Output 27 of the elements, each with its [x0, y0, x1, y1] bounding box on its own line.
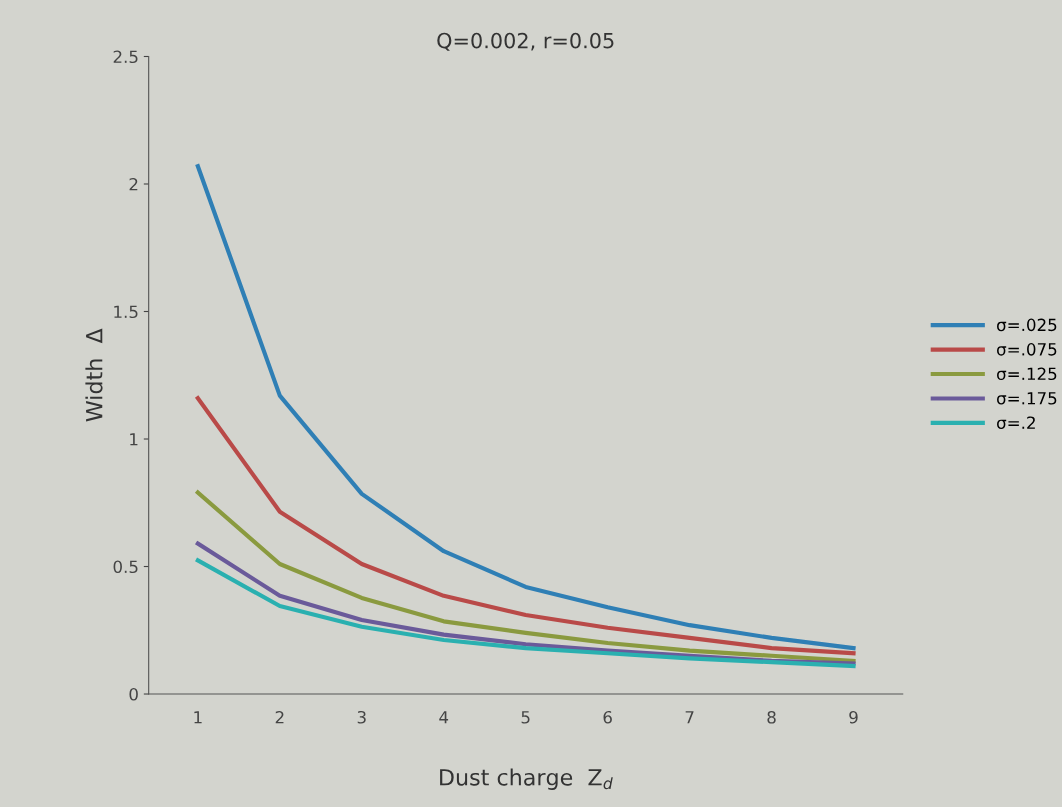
line-series [195, 490, 856, 663]
legend-label: σ=.175 [997, 392, 1057, 405]
y-tick-label: 0.5 [113, 560, 138, 574]
y-tick-label: 1 [130, 433, 138, 446]
y-tick-label: 0 [129, 687, 138, 701]
line-series [195, 396, 856, 656]
y-axis-title: Width Δ [85, 328, 103, 422]
chart-title: Q=0.002, r=0.05 [437, 32, 614, 51]
legend-label: σ=.075 [997, 343, 1057, 356]
line-series [195, 164, 856, 651]
x-tick-label: 4 [439, 711, 449, 724]
x-tick-label: 3 [357, 710, 366, 724]
x-tick-label: 2 [275, 710, 284, 724]
y-tick-label: 2.5 [113, 50, 138, 64]
x-axis-title: Dust charge Z$_{d}$ [440, 768, 613, 790]
legend-label: σ=.025 [997, 318, 1057, 332]
x-tick-label: 9 [849, 710, 858, 724]
y-tick-label: 1.5 [114, 305, 138, 319]
x-tick-label: 1 [194, 711, 202, 724]
x-tick-label: 8 [767, 710, 776, 724]
x-tick-label: 7 [685, 711, 694, 724]
legend-label: σ=.2 [997, 416, 1035, 430]
legend-label: σ=.125 [997, 367, 1057, 381]
y-tick-label: 2 [129, 177, 138, 191]
x-tick-label: 6 [603, 710, 612, 724]
x-tick-label: 5 [521, 711, 530, 724]
line-series [195, 558, 856, 669]
